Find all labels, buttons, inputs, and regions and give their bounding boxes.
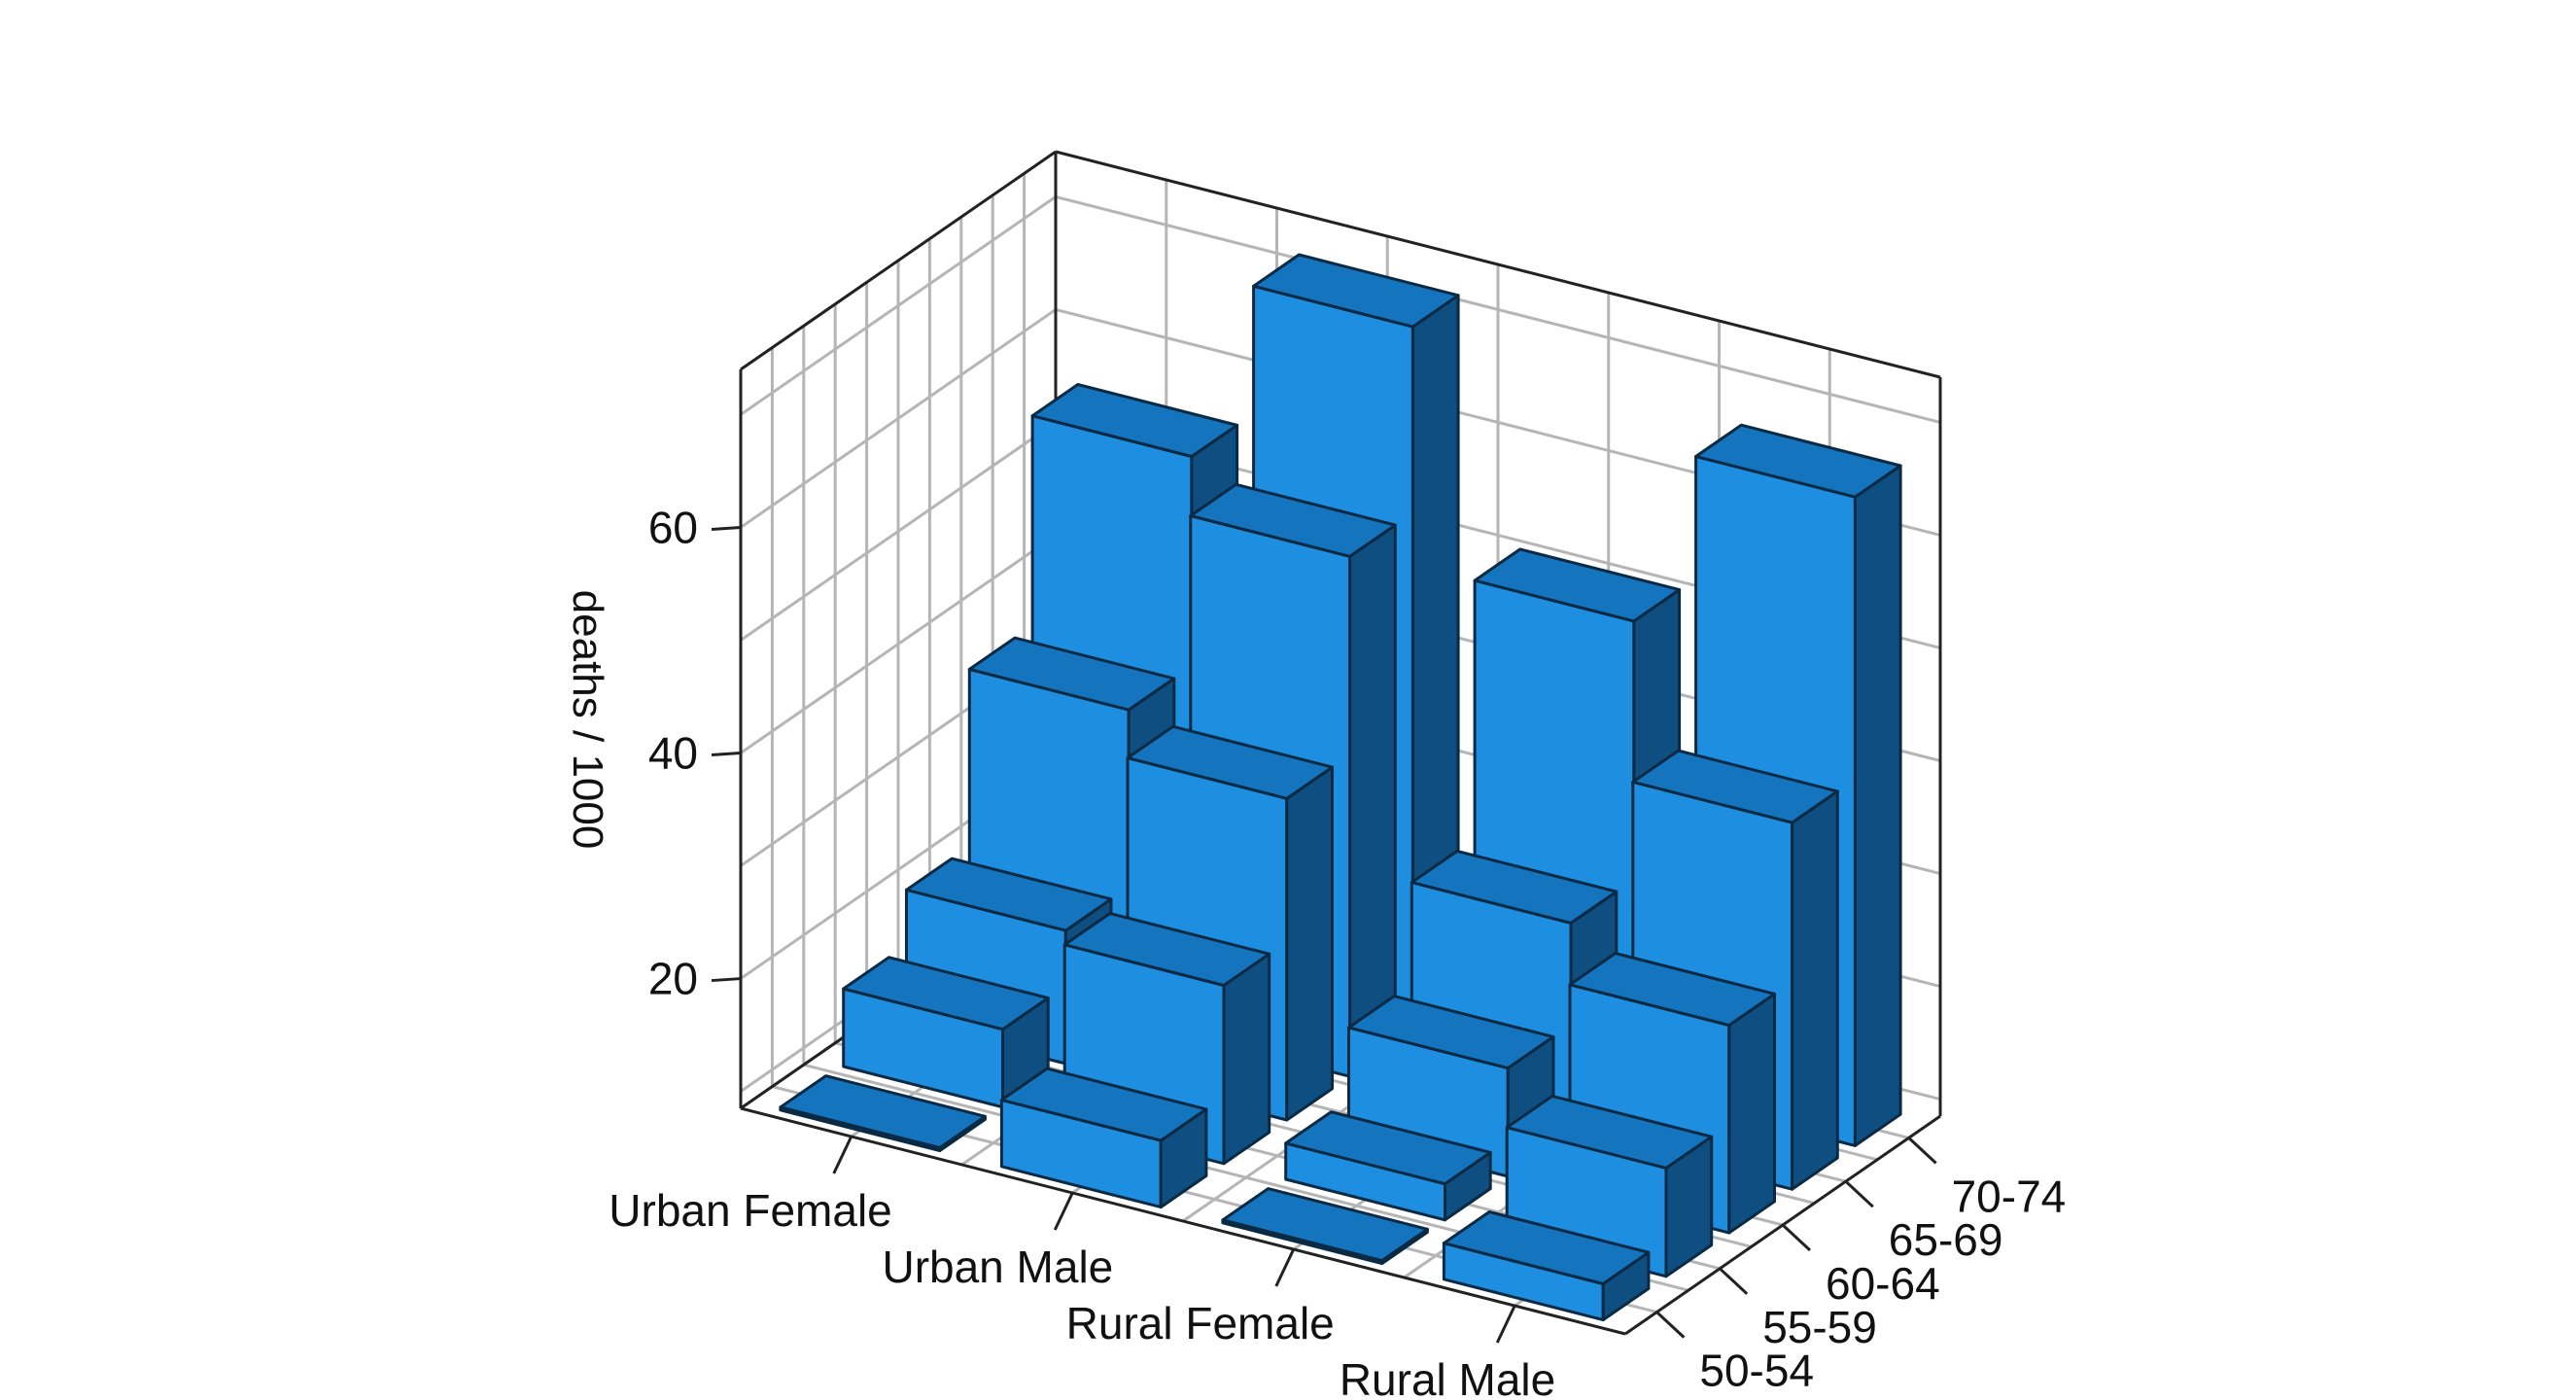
y-tick-mark [1844, 1180, 1874, 1208]
y-tick-mark [1907, 1137, 1937, 1165]
x-tick-mark [1495, 1305, 1516, 1344]
frame-edge [740, 1106, 1626, 1336]
bar-side-face [1222, 952, 1271, 1166]
bar-top-face [779, 1074, 987, 1150]
z-tick-label: 20 [648, 954, 698, 1004]
bar-top-face [1030, 383, 1239, 458]
bar-top-face [1062, 912, 1271, 987]
bar-side-face [1727, 992, 1776, 1235]
bar-top-face [1284, 1110, 1492, 1186]
bar-top-face [1568, 952, 1776, 1027]
x-category-label: Rural Male [1340, 1354, 1555, 1400]
bars [779, 253, 1902, 1322]
bar [1284, 1110, 1492, 1222]
x-tick-mark [1274, 1248, 1296, 1287]
bar-side-face [1348, 523, 1397, 1078]
z-tick-label: 40 [648, 728, 698, 779]
bar-top-face [1631, 749, 1839, 824]
bar [1221, 1187, 1429, 1266]
bar-top-face [1347, 995, 1555, 1070]
z-axis-title: deaths / 1000 [564, 590, 611, 850]
y-category-label: 50-54 [1699, 1346, 1814, 1396]
bar-top-face [1694, 423, 1902, 499]
z-tick-mark [711, 977, 742, 983]
y-category-label: 65-69 [1889, 1214, 2003, 1265]
y-tick-mark [1655, 1311, 1686, 1339]
y-tick-mark [1781, 1223, 1812, 1252]
bar-top-face [967, 636, 1176, 712]
bar-top-face [842, 956, 1050, 1032]
x-category-label: Rural Female [1066, 1298, 1335, 1348]
y-category-label: 70-74 [1952, 1171, 2067, 1221]
z-axis-ticks: 20 40 60 [648, 502, 742, 1004]
x-category-label: Urban Male [882, 1242, 1113, 1292]
bar-top-face [1221, 1187, 1429, 1263]
z-tick-mark [711, 752, 742, 757]
bar-top-face [1505, 1094, 1714, 1170]
bar-top-face [1189, 482, 1397, 558]
bar-side-face [1853, 464, 1902, 1147]
z-tick-label: 60 [648, 502, 698, 552]
bar [999, 1067, 1208, 1209]
z-tick-mark [711, 525, 742, 531]
bar-side-face [1791, 789, 1839, 1191]
bar-top-face [1410, 849, 1619, 925]
x-tick-mark [832, 1136, 853, 1174]
bar-top-face [1473, 547, 1682, 623]
frame-edge [740, 150, 1057, 371]
y-category-label: 60-64 [1826, 1258, 1940, 1309]
bar-top-face [1126, 724, 1334, 800]
bar [1442, 1210, 1651, 1322]
x-axis-categories: Urban Female Urban Male Rural FemaleRural … [609, 1136, 1555, 1400]
frame-edge [1055, 150, 1941, 379]
bar [842, 956, 1050, 1109]
bar-top-face [1442, 1210, 1651, 1285]
bar-top-face [1252, 253, 1460, 329]
y-tick-mark [1719, 1267, 1749, 1295]
y-category-label: 55-59 [1762, 1302, 1877, 1352]
x-category-label: Urban Female [609, 1185, 891, 1236]
x-tick-mark [1053, 1192, 1074, 1231]
bar-top-face [905, 857, 1113, 932]
bar-side-face [1285, 765, 1334, 1122]
bar [779, 1074, 987, 1153]
bar-top-face [999, 1067, 1208, 1142]
